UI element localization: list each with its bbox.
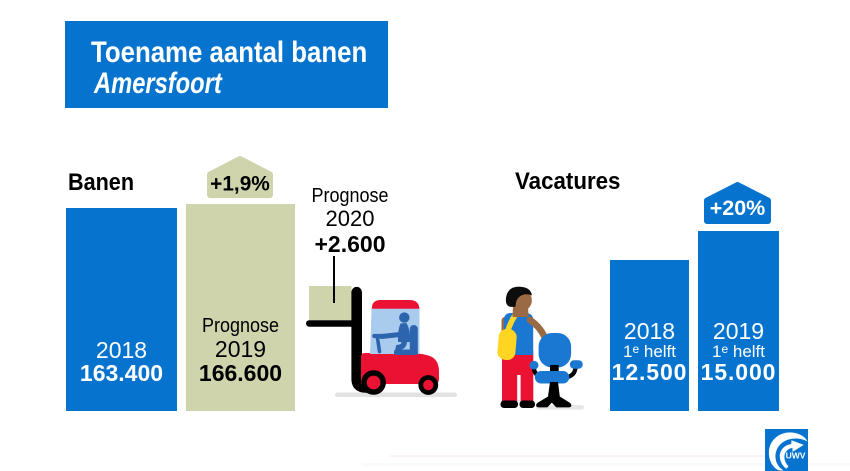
- svg-text:UWV: UWV: [786, 451, 806, 461]
- svg-text:+20%: +20%: [710, 196, 766, 220]
- svg-text:+1,9%: +1,9%: [210, 172, 270, 195]
